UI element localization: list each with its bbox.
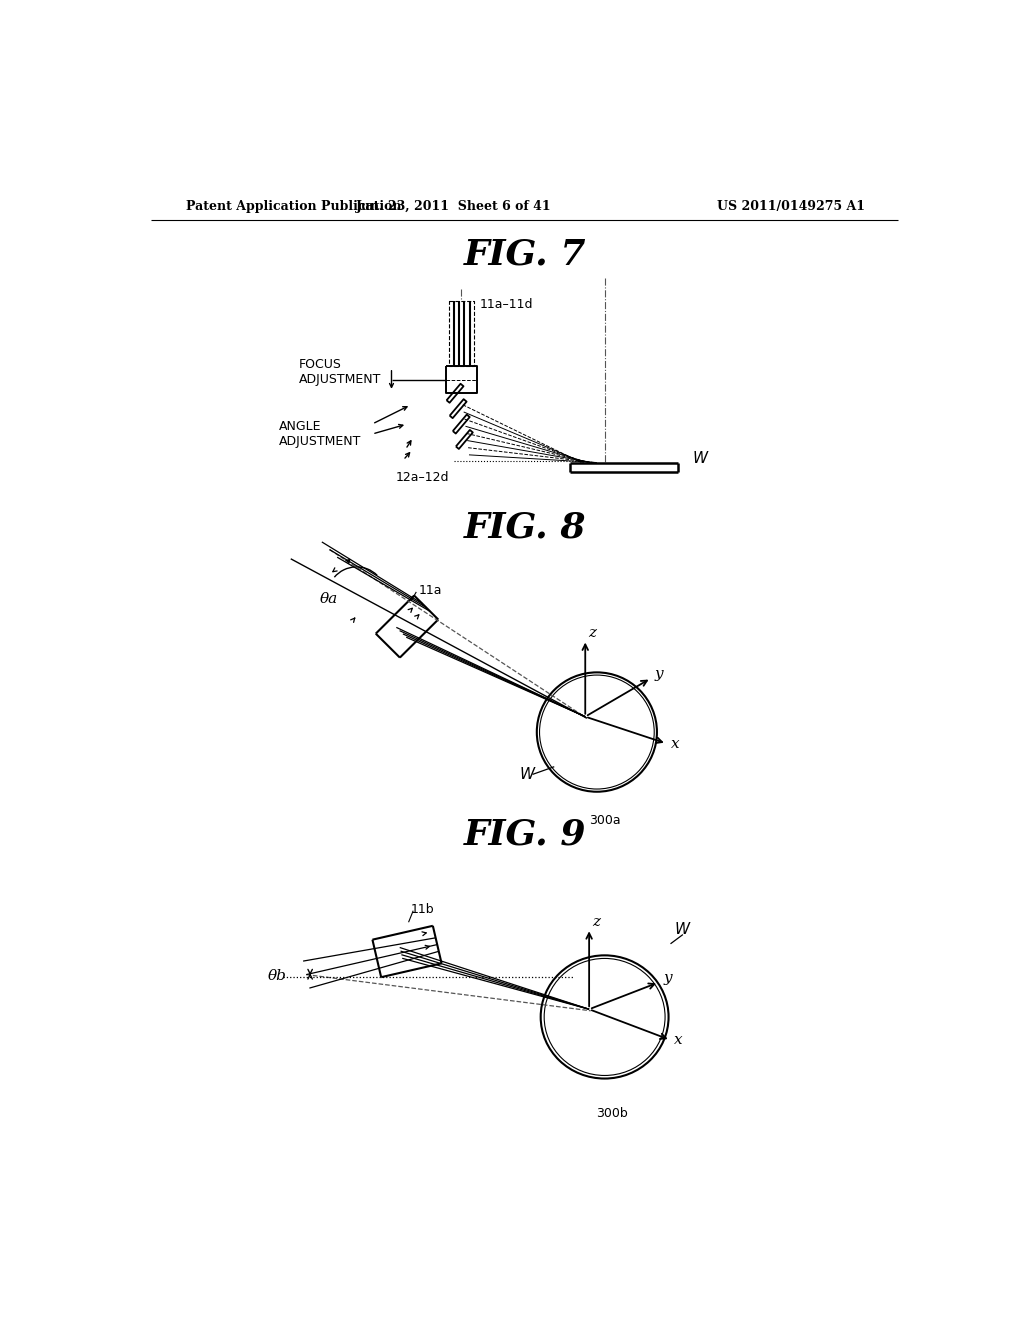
Text: Patent Application Publication: Patent Application Publication [186,199,401,213]
Text: US 2011/0149275 A1: US 2011/0149275 A1 [717,199,865,213]
Text: 11a: 11a [419,583,442,597]
Text: 11a–11d: 11a–11d [480,298,534,312]
Text: W: W [675,923,689,937]
Text: FIG. 9: FIG. 9 [464,817,586,851]
Text: x: x [675,1034,683,1047]
Text: FIG. 8: FIG. 8 [464,511,586,545]
Text: z: z [592,915,600,929]
Text: θa: θa [321,591,339,606]
Text: ANGLE
ADJUSTMENT: ANGLE ADJUSTMENT [280,420,361,447]
Text: 300b: 300b [597,1106,629,1119]
Text: θb: θb [268,969,287,983]
Text: Jun. 23, 2011  Sheet 6 of 41: Jun. 23, 2011 Sheet 6 of 41 [355,199,551,213]
Text: 11b: 11b [411,903,434,916]
Text: W: W [519,767,535,781]
Text: FOCUS
ADJUSTMENT: FOCUS ADJUSTMENT [299,358,381,385]
Text: y: y [655,668,664,681]
Text: W: W [692,451,708,466]
Text: x: x [671,737,679,751]
Text: 300a: 300a [589,814,621,828]
Text: FIG. 7: FIG. 7 [464,238,586,272]
Text: z: z [589,627,596,640]
Text: 12a–12d: 12a–12d [395,471,450,484]
Text: y: y [664,972,672,986]
